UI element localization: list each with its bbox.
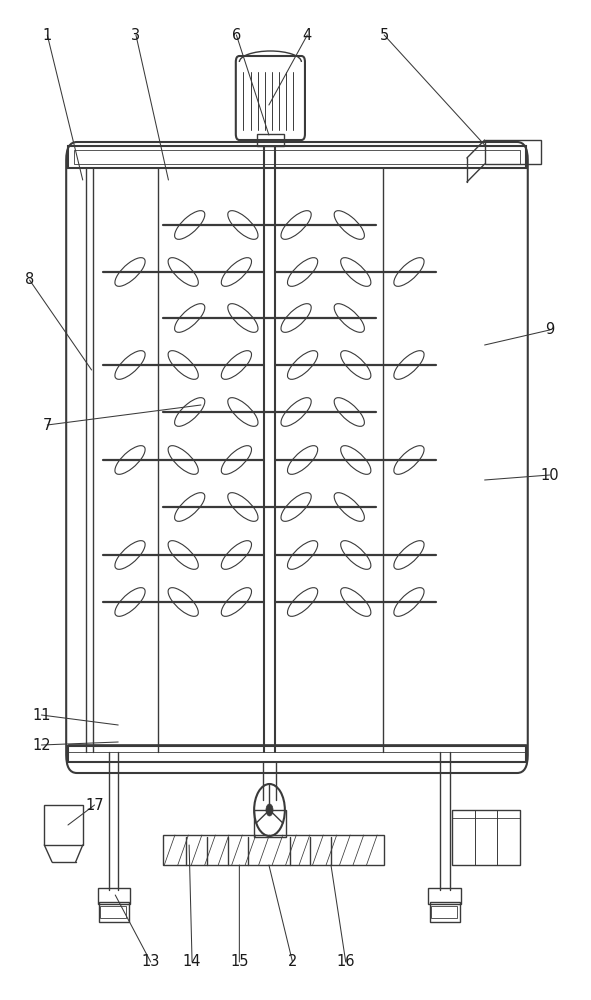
- Text: 11: 11: [32, 708, 51, 722]
- Text: 5: 5: [379, 27, 389, 42]
- Bar: [254, 810, 286, 837]
- Text: 9: 9: [545, 322, 554, 338]
- Bar: [257, 134, 284, 146]
- Circle shape: [266, 804, 273, 816]
- Bar: [68, 746, 526, 762]
- Text: 14: 14: [183, 954, 202, 970]
- Bar: [452, 810, 520, 818]
- Bar: [100, 906, 126, 918]
- Text: 15: 15: [230, 954, 249, 970]
- Bar: [452, 810, 520, 865]
- Bar: [163, 835, 384, 865]
- Bar: [428, 888, 461, 904]
- Bar: [68, 146, 526, 168]
- Text: 12: 12: [32, 738, 51, 752]
- Bar: [98, 888, 130, 904]
- Text: 6: 6: [232, 27, 241, 42]
- Text: 3: 3: [131, 27, 141, 42]
- Text: 1: 1: [43, 27, 52, 42]
- Bar: [44, 805, 83, 845]
- Text: 10: 10: [540, 468, 559, 483]
- Text: 4: 4: [303, 27, 312, 42]
- Text: 2: 2: [288, 954, 297, 970]
- Text: 8: 8: [25, 272, 34, 288]
- Text: 13: 13: [141, 954, 160, 970]
- Bar: [431, 906, 457, 918]
- Bar: [430, 902, 460, 922]
- Bar: [74, 150, 520, 164]
- Bar: [99, 902, 129, 922]
- Bar: [485, 140, 541, 164]
- Bar: [68, 744, 526, 752]
- Text: 16: 16: [336, 954, 355, 970]
- Text: 7: 7: [43, 418, 52, 432]
- Text: 17: 17: [85, 798, 104, 812]
